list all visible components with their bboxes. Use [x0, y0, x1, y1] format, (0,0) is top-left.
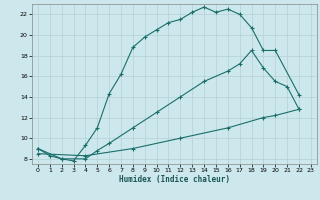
X-axis label: Humidex (Indice chaleur): Humidex (Indice chaleur) [119, 175, 230, 184]
